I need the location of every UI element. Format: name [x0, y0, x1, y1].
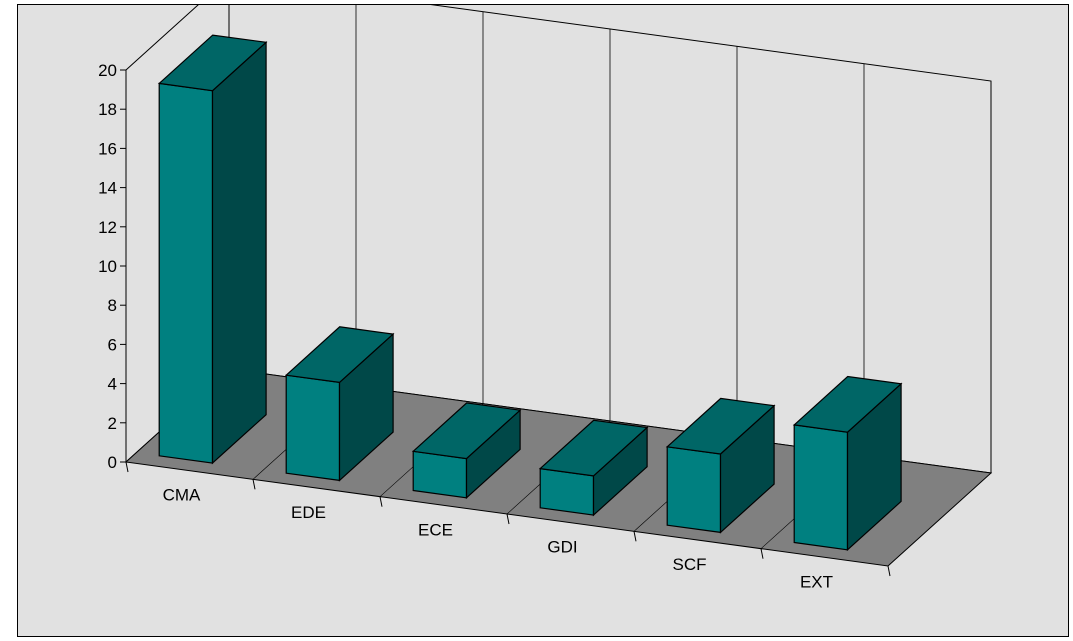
y-tick-label: 0: [108, 453, 117, 472]
x-tick: [252, 479, 256, 490]
bars: [157, 34, 903, 552]
bar: [792, 375, 903, 552]
bar-top: [665, 397, 776, 455]
x-tick-label: EDE: [291, 503, 326, 522]
x-tick: [887, 565, 891, 577]
bar-top: [411, 402, 522, 460]
y-tick-label: 20: [98, 61, 117, 80]
y-tick-label: 10: [98, 257, 117, 276]
y-tick-label: 18: [98, 100, 117, 119]
bar-side: [211, 40, 267, 465]
bar-top: [157, 34, 268, 92]
x-tick: [379, 496, 383, 507]
bar: [665, 397, 776, 534]
x-tick: [760, 548, 764, 559]
y-tick-label: 16: [98, 139, 117, 158]
x-tick: [125, 461, 129, 473]
bar: [411, 402, 522, 500]
bar-front: [285, 374, 341, 482]
bar-front: [158, 82, 214, 464]
x-tick-label: ECE: [418, 520, 453, 539]
x-tick-label: GDI: [547, 538, 577, 557]
x-tick: [506, 513, 510, 525]
y-axis: 0 2 4 6 8 10 12 14 16 18 20: [98, 61, 127, 472]
chart-frame: 0 2 4 6 8 10 12 14 16 18 20 CMA EDE ECE GDI SCF EXT: [17, 4, 1069, 637]
x-tick-label: SCF: [673, 555, 707, 574]
bar-front: [412, 450, 468, 499]
bar-top: [538, 419, 649, 477]
x-tick-label: CMA: [163, 486, 201, 505]
bar: [157, 34, 268, 465]
bar: [284, 326, 395, 482]
bar-front: [793, 424, 849, 551]
bar-top: [284, 326, 395, 384]
bar-front: [666, 446, 722, 534]
y-tick-label: 4: [108, 375, 117, 394]
bar-front: [539, 467, 595, 516]
y-tick-label: 14: [98, 179, 117, 198]
bar: [538, 419, 649, 517]
y-tick-label: 8: [108, 296, 117, 315]
x-tick: [633, 531, 637, 542]
bar-top: [792, 375, 903, 433]
bar-chart-3d: 0 2 4 6 8 10 12 14 16 18 20 CMA EDE ECE GDI SCF EXT: [98, 5, 993, 591]
y-tick-label: 6: [108, 335, 117, 354]
x-tick-label: EXT: [800, 572, 833, 591]
x-axis: CMA EDE ECE GDI SCF EXT: [125, 461, 891, 591]
y-tick-label: 12: [98, 218, 117, 237]
y-tick-label: 2: [108, 414, 117, 433]
